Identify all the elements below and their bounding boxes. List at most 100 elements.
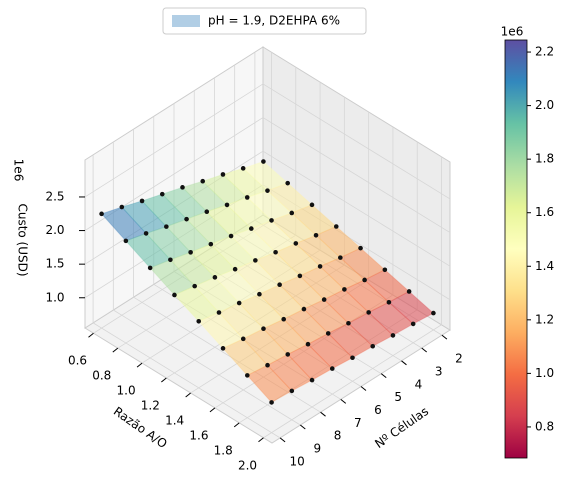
data-point (180, 185, 185, 190)
data-point (358, 245, 363, 251)
data-point (240, 336, 246, 342)
data-point (406, 289, 412, 294)
data-point (269, 218, 274, 223)
data-point (220, 172, 226, 177)
data-point (159, 191, 165, 197)
data-point (123, 238, 129, 244)
z-tick-label: 2.0 (45, 223, 64, 237)
y-tick (88, 332, 94, 338)
colorbar-tick-label: 2.2 (535, 45, 554, 59)
data-point (261, 326, 266, 332)
grid-line (262, 117, 451, 233)
y-tick-label: 2.0 (238, 458, 257, 472)
data-point (309, 202, 315, 208)
data-point (232, 266, 238, 272)
data-point (293, 241, 299, 246)
data-point (216, 310, 222, 315)
data-point (289, 388, 295, 394)
data-point (168, 257, 173, 263)
x-tick (320, 411, 326, 417)
data-point (313, 232, 319, 238)
y-tick-label: 1.8 (214, 443, 233, 457)
x-tick (340, 398, 347, 404)
z-tick-label: 1.5 (45, 257, 64, 271)
data-point (285, 352, 291, 357)
data-point (192, 283, 197, 289)
data-point (143, 231, 149, 236)
colorbar-tick-label: 2.0 (535, 98, 554, 112)
data-point (265, 188, 270, 193)
data-point (119, 204, 125, 210)
data-point (164, 224, 169, 229)
z-offset-label: 1e6 (12, 159, 26, 182)
data-point (220, 346, 226, 351)
data-point (188, 250, 193, 255)
colorbar-tick-label: 1.0 (535, 366, 554, 380)
data-point (346, 320, 351, 326)
data-point (410, 321, 416, 327)
data-point (244, 195, 250, 200)
data-point (257, 291, 262, 297)
z-tick-label: 2.5 (45, 189, 64, 203)
x-tick-label: 7 (354, 416, 362, 430)
colorbar-tick-label: 0.8 (535, 419, 554, 433)
colorbar-offset-label: 1e6 (501, 25, 524, 39)
data-point (281, 316, 287, 322)
data-point (172, 292, 177, 298)
y-tick-label: 0.8 (92, 369, 111, 383)
data-point (204, 209, 210, 214)
data-point (208, 241, 214, 247)
data-point (248, 226, 254, 231)
grid-line (133, 296, 321, 413)
x-tick (441, 334, 448, 340)
x-tick-label: 4 (415, 377, 423, 391)
data-point (362, 277, 367, 283)
data-point (212, 275, 218, 280)
y-tick (209, 407, 216, 413)
x-tick-label: 3 (435, 364, 443, 378)
grid-line (262, 150, 451, 267)
data-point (382, 267, 388, 273)
colorbar-tick-label: 1.8 (535, 152, 554, 166)
colorbar-tick-label: 1.6 (535, 205, 554, 219)
z-tick-label: 1.0 (45, 290, 64, 304)
data-point (196, 319, 202, 324)
y-tick-label: 0.6 (68, 354, 87, 368)
y-tick-label: 1.6 (189, 428, 208, 442)
x-tick (300, 424, 306, 430)
grid-line (92, 322, 281, 439)
data-point (338, 255, 343, 260)
data-point (269, 400, 274, 405)
y-tick (161, 377, 167, 383)
data-point (333, 224, 339, 229)
x-tick (279, 437, 286, 443)
colorbar (504, 39, 528, 459)
data-point (325, 331, 331, 336)
y-tick (112, 347, 119, 353)
data-point (329, 366, 335, 371)
data-point (273, 249, 278, 255)
data-point (309, 377, 315, 383)
data-point (261, 159, 266, 164)
x-tick (421, 347, 427, 353)
data-point (99, 211, 104, 217)
x-tick-label: 10 (289, 454, 304, 468)
data-point (139, 198, 145, 204)
data-point (289, 210, 295, 216)
legend-label: pH = 1.9, D2EHPA 6% (208, 14, 340, 28)
grid-line (262, 83, 451, 200)
y-tick (185, 392, 191, 398)
data-point (386, 299, 392, 305)
data-point (301, 306, 307, 312)
legend-patch (172, 15, 200, 27)
x-tick-label: 8 (334, 429, 342, 443)
data-point (277, 282, 282, 288)
data-point (236, 300, 242, 306)
y-tick-label: 1.0 (117, 384, 136, 398)
legend-box (162, 7, 367, 35)
y-tick (136, 362, 143, 368)
y-tick-label: 1.2 (141, 399, 160, 413)
data-point (184, 216, 189, 222)
y-tick (258, 437, 264, 443)
